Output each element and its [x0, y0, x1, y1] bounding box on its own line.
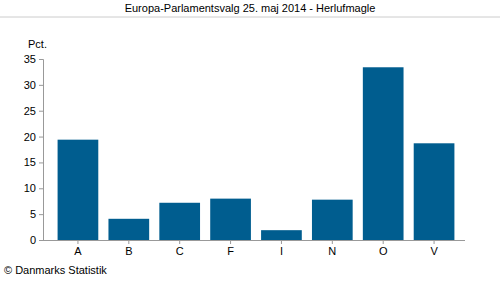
y-tick-label: 10 — [24, 182, 36, 194]
bar — [108, 219, 149, 240]
y-tick-label: 0 — [30, 234, 36, 246]
x-tick: N — [328, 240, 336, 257]
y-tick-label: 35 — [24, 53, 36, 65]
bars — [58, 67, 455, 240]
y-tick: 15 — [24, 156, 43, 168]
title-rule — [0, 17, 500, 18]
bar — [414, 143, 455, 240]
x-tick-mark — [332, 240, 333, 244]
x-tick: C — [176, 240, 184, 257]
y-axis-title: Pct. — [28, 38, 47, 50]
y-tick-mark — [39, 188, 43, 189]
y-tick-mark — [39, 137, 43, 138]
bar — [159, 203, 200, 240]
x-tick-label: O — [379, 245, 388, 257]
x-tick-mark — [383, 240, 384, 244]
x-tick-label: C — [176, 245, 184, 257]
x-tick: I — [280, 240, 283, 257]
y-tick: 30 — [24, 79, 43, 91]
x-axis-line — [43, 240, 465, 241]
y-tick-mark — [39, 162, 43, 163]
source-note: © Danmarks Statistik — [4, 264, 107, 276]
x-tick: A — [74, 240, 82, 257]
x-tick-label: A — [74, 245, 82, 257]
x-tick-label: F — [227, 245, 234, 257]
x-tick-mark — [179, 240, 180, 244]
y-tick-mark — [39, 85, 43, 86]
bar — [363, 67, 404, 240]
y-tick-label: 30 — [24, 79, 36, 91]
x-tick-mark — [128, 240, 129, 244]
y-tick: 10 — [24, 182, 43, 194]
x-tick-label: B — [125, 245, 132, 257]
x-tick: O — [379, 240, 388, 257]
y-tick-label: 25 — [24, 105, 36, 117]
y-tick: 35 — [24, 53, 43, 65]
chart: Europa-Parlamentsvalg 25. maj 2014 - Her… — [0, 0, 500, 282]
x-tick: F — [227, 240, 234, 257]
x-tick-mark — [434, 240, 435, 244]
x-tick-label: V — [430, 245, 438, 257]
x-tick-mark — [281, 240, 282, 244]
x-tick-label: N — [328, 245, 336, 257]
y-axis: 0 5 10 15 20 25 30 35 — [24, 53, 44, 246]
bar — [58, 140, 99, 240]
y-tick-mark — [39, 111, 43, 112]
y-tick-label: 15 — [24, 156, 36, 168]
x-tick-mark — [230, 240, 231, 244]
y-axis-line — [39, 60, 44, 241]
x-tick: V — [430, 240, 438, 257]
y-tick: 25 — [24, 105, 43, 117]
y-tick: 0 — [30, 234, 43, 246]
y-tick: 5 — [30, 208, 43, 220]
y-tick: 20 — [24, 131, 43, 143]
y-tick-label: 20 — [24, 131, 36, 143]
y-tick-mark — [39, 214, 43, 215]
bar — [312, 200, 353, 240]
x-tick-mark — [77, 240, 78, 244]
x-tick: B — [125, 240, 132, 257]
title: Europa-Parlamentsvalg 25. maj 2014 - Her… — [125, 2, 376, 14]
bar — [261, 230, 302, 240]
y-tick-mark — [39, 240, 43, 241]
y-tick-label: 5 — [30, 208, 36, 220]
y-tick-mark — [39, 59, 43, 60]
bar — [210, 199, 251, 240]
x-axis: ABCFINOV — [43, 240, 465, 257]
x-tick-label: I — [280, 245, 283, 257]
